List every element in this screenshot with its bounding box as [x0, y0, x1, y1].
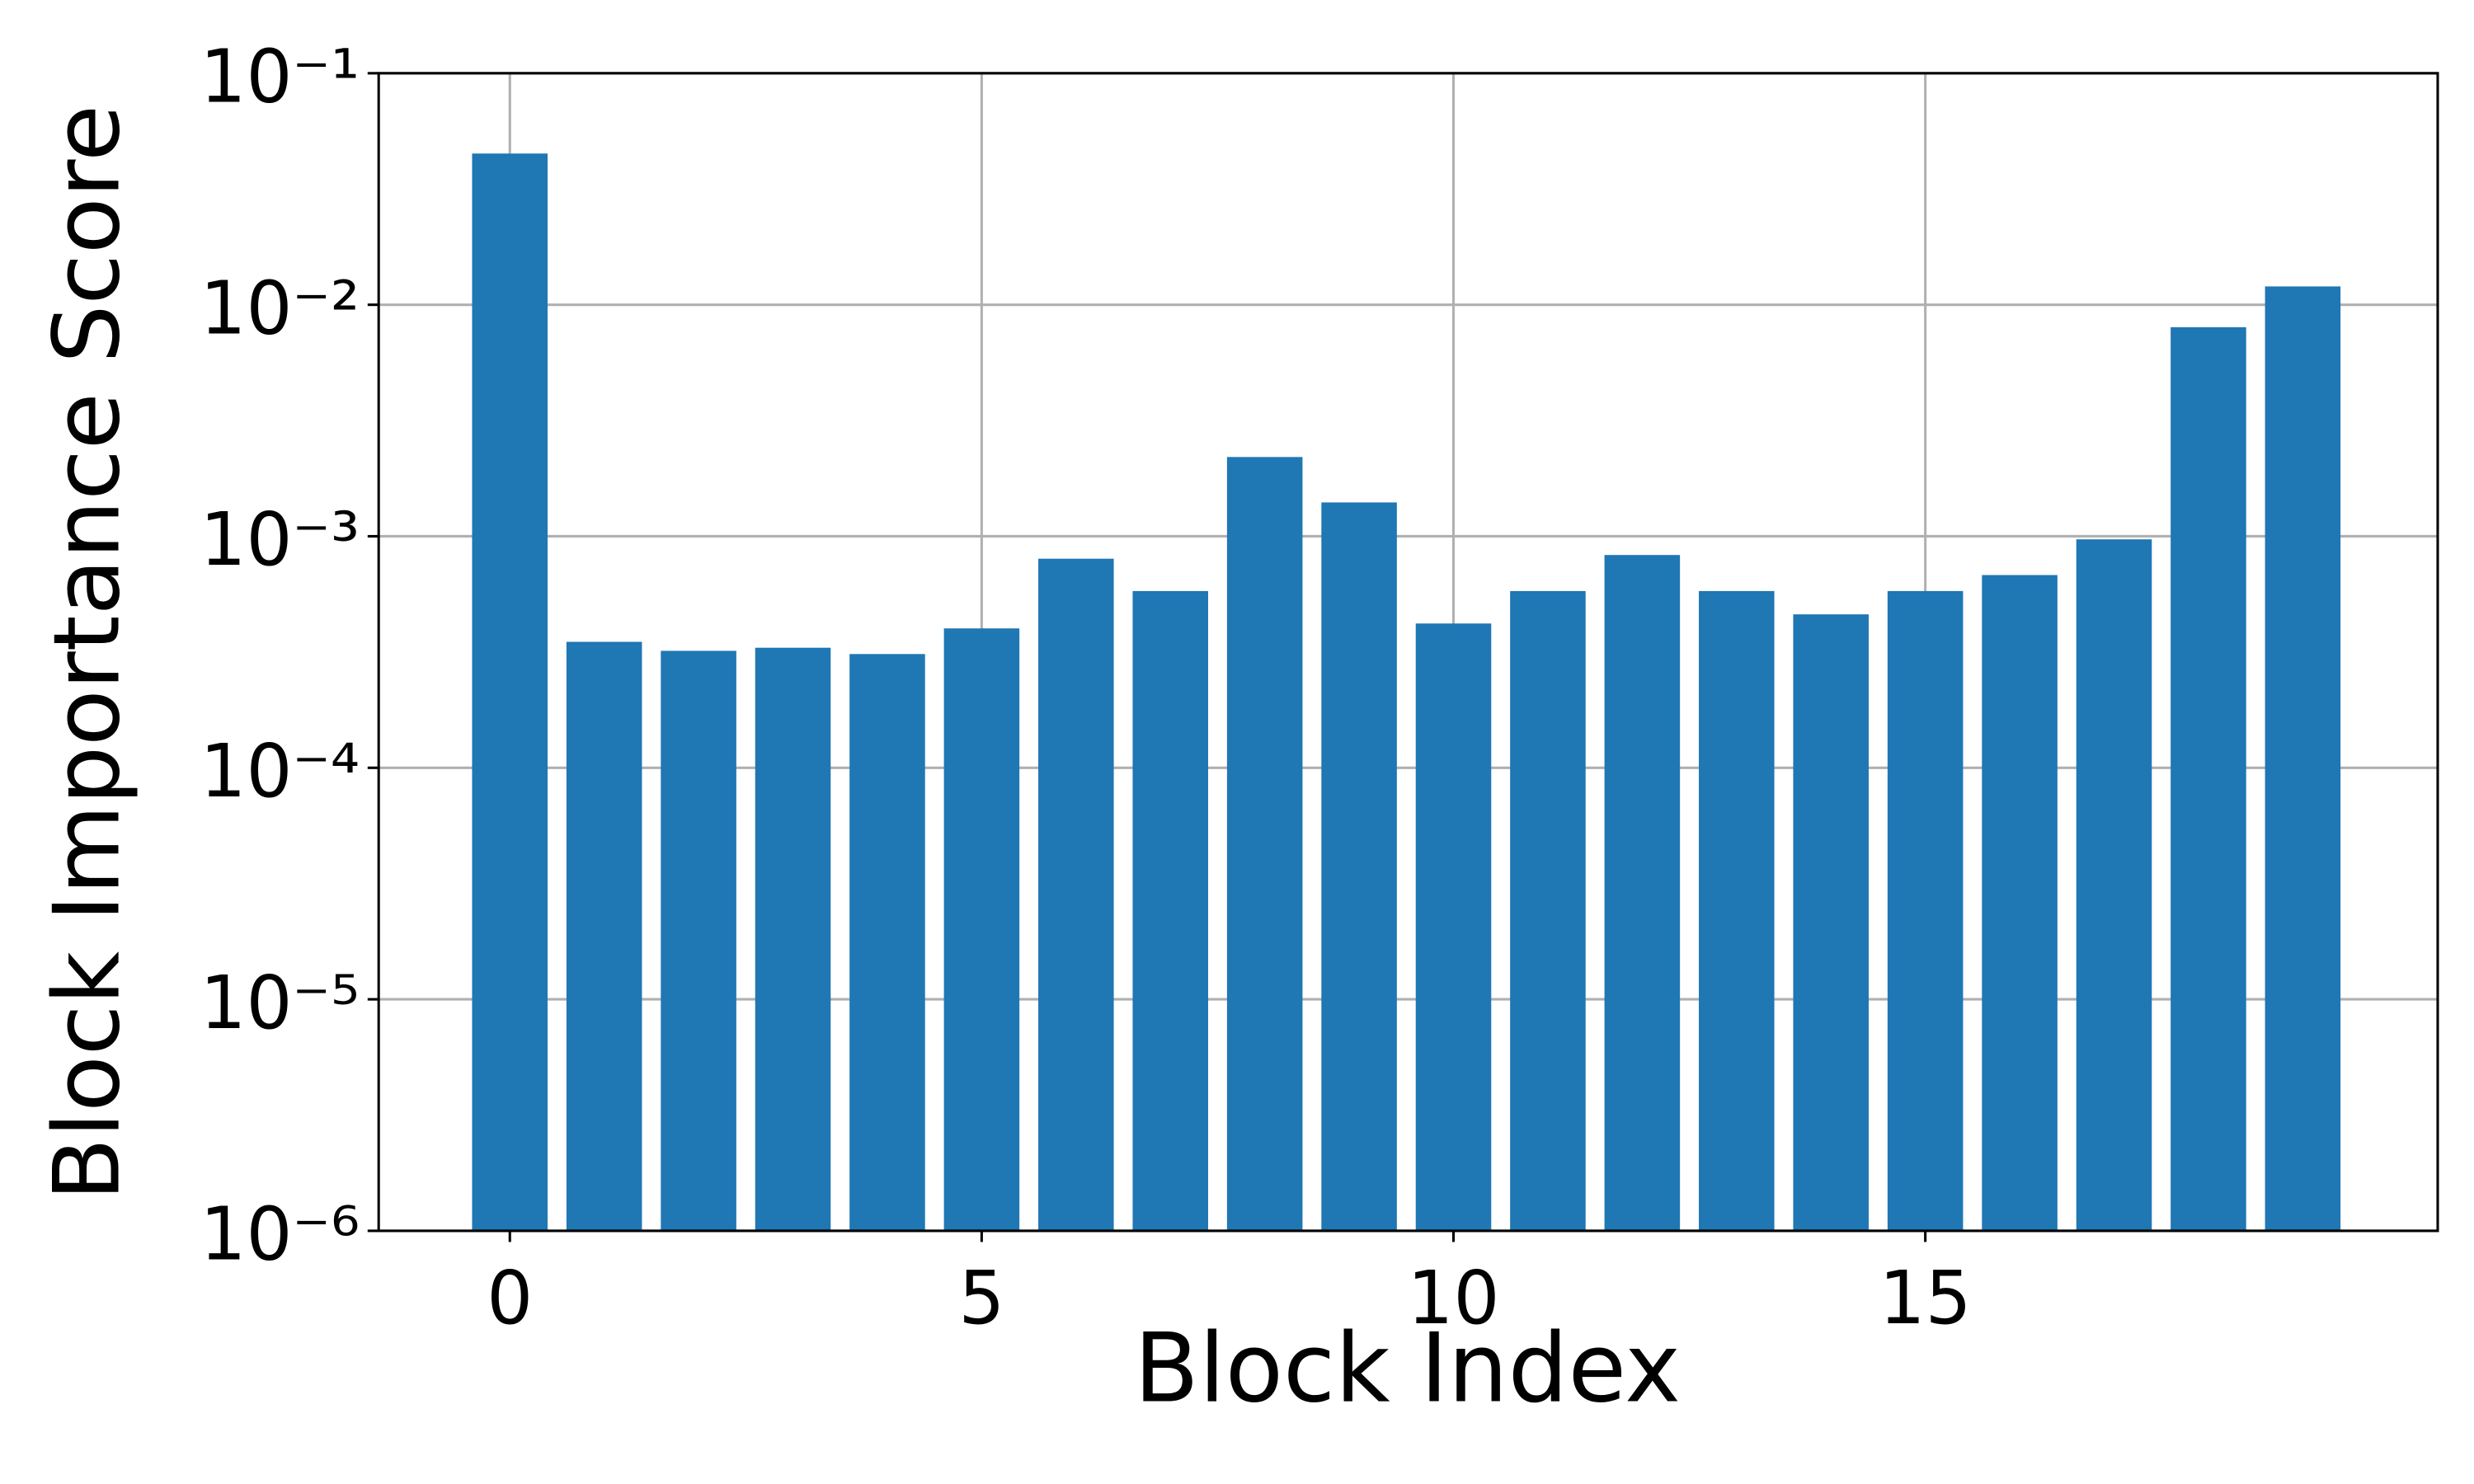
bar — [566, 641, 642, 1231]
x-tick-label: 15 — [1879, 1256, 1972, 1341]
bar — [1510, 590, 1586, 1231]
y-axis-label: Block Importance Score — [35, 105, 140, 1201]
bar — [1887, 590, 1964, 1231]
x-tick-label: 0 — [487, 1256, 533, 1341]
bar — [1038, 558, 1114, 1231]
bar — [1604, 555, 1681, 1231]
bar — [1415, 623, 1492, 1231]
y-tick-label: 10⁻⁵ — [200, 960, 360, 1045]
bar — [2171, 326, 2246, 1231]
plot-frame — [377, 72, 2439, 1233]
y-tick-label: 10⁻⁴ — [200, 729, 360, 814]
y-tick-label: 10⁻² — [200, 265, 360, 350]
bar — [472, 153, 548, 1231]
x-tick-label: 5 — [958, 1256, 1004, 1341]
bar — [1793, 614, 1869, 1231]
bar — [1132, 590, 1209, 1231]
bar — [943, 628, 1020, 1231]
y-tick-label: 10⁻³ — [200, 497, 360, 582]
y-tick-label: 10⁻⁶ — [200, 1191, 360, 1276]
x-tick-label: 10 — [1408, 1256, 1500, 1341]
x-axis-label: Block Index — [1134, 1313, 1681, 1425]
y-tick-label: 10⁻¹ — [200, 34, 360, 119]
bar — [1321, 502, 1397, 1231]
bar — [755, 647, 831, 1231]
bar — [1982, 575, 2058, 1231]
bar — [2265, 286, 2341, 1231]
bar — [849, 654, 925, 1231]
bar — [2076, 539, 2152, 1231]
bar — [661, 650, 736, 1231]
bar — [1226, 457, 1303, 1231]
bar — [1699, 590, 1775, 1231]
